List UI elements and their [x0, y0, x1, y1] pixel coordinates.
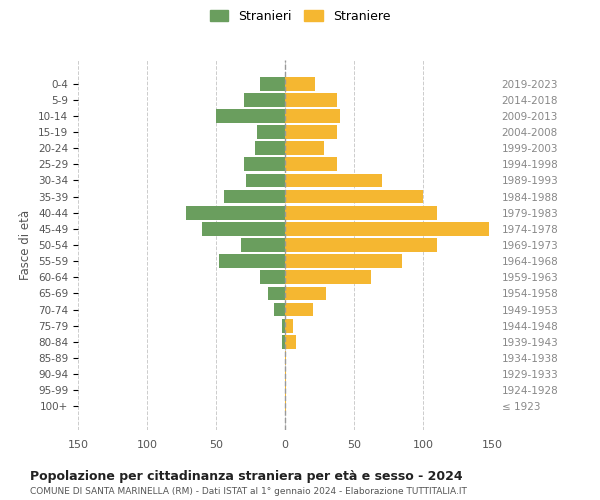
- Bar: [260, 77, 285, 90]
- Bar: [254, 142, 285, 155]
- Bar: [285, 158, 337, 171]
- Bar: [285, 270, 371, 284]
- Bar: [247, 174, 285, 188]
- Bar: [268, 286, 285, 300]
- Bar: [241, 238, 285, 252]
- Bar: [185, 206, 285, 220]
- Bar: [285, 93, 337, 106]
- Bar: [260, 270, 285, 284]
- Y-axis label: Fasce di età: Fasce di età: [19, 210, 32, 280]
- Bar: [282, 319, 285, 332]
- Bar: [244, 158, 285, 171]
- Bar: [219, 254, 285, 268]
- Text: Popolazione per cittadinanza straniera per età e sesso - 2024: Popolazione per cittadinanza straniera p…: [30, 470, 463, 483]
- Bar: [285, 384, 286, 397]
- Bar: [282, 335, 285, 348]
- Bar: [285, 351, 286, 365]
- Bar: [285, 302, 313, 316]
- Bar: [285, 254, 403, 268]
- Bar: [274, 302, 285, 316]
- Bar: [285, 174, 382, 188]
- Bar: [285, 222, 489, 235]
- Bar: [285, 286, 326, 300]
- Bar: [285, 400, 286, 413]
- Bar: [285, 335, 296, 348]
- Text: COMUNE DI SANTA MARINELLA (RM) - Dati ISTAT al 1° gennaio 2024 - Elaborazione TU: COMUNE DI SANTA MARINELLA (RM) - Dati IS…: [30, 488, 467, 496]
- Bar: [224, 190, 285, 203]
- Legend: Stranieri, Straniere: Stranieri, Straniere: [206, 6, 394, 26]
- Bar: [285, 77, 316, 90]
- Bar: [244, 93, 285, 106]
- Bar: [216, 109, 285, 123]
- Bar: [285, 142, 323, 155]
- Bar: [202, 222, 285, 235]
- Bar: [285, 367, 286, 381]
- Bar: [285, 319, 293, 332]
- Bar: [285, 206, 437, 220]
- Bar: [285, 190, 423, 203]
- Bar: [285, 109, 340, 123]
- Bar: [285, 125, 337, 139]
- Bar: [257, 125, 285, 139]
- Bar: [285, 238, 437, 252]
